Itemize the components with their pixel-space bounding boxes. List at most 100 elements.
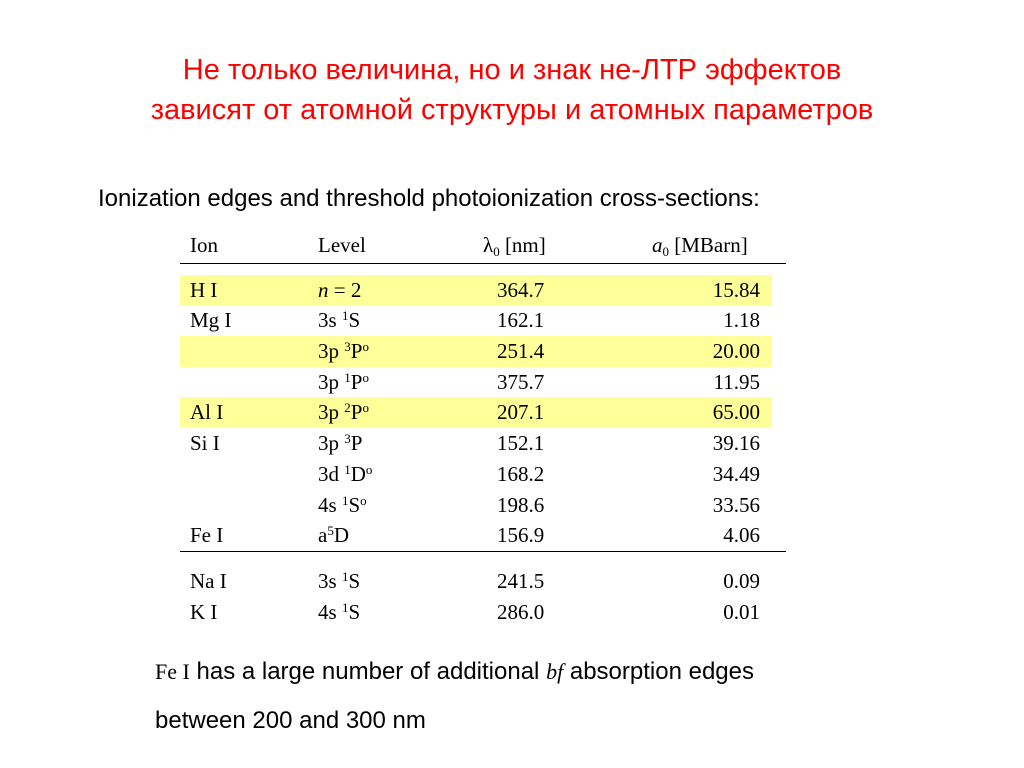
cell-ion: Fe I bbox=[190, 523, 224, 547]
level-post: D bbox=[350, 462, 366, 486]
table-row: Si I 3p 3P 152.1 39.16 bbox=[180, 428, 772, 459]
cell-lambda: 162.1 bbox=[497, 308, 545, 332]
level-main: a bbox=[318, 523, 328, 547]
cell-level: n = 2 bbox=[318, 275, 361, 306]
group-separator-rule bbox=[180, 551, 786, 552]
cell-ion: Al I bbox=[190, 400, 224, 424]
lambda-subscript: 0 bbox=[493, 244, 500, 259]
level-post: D bbox=[333, 523, 349, 547]
level-main: 3p bbox=[318, 339, 345, 363]
cell-lambda: 251.4 bbox=[497, 339, 545, 363]
level-sup2: o bbox=[362, 370, 369, 385]
footnote-line-1: Fe I has a large number of additional bf… bbox=[155, 658, 754, 686]
cell-level: 3p 2Po bbox=[318, 397, 369, 428]
cell-lambda: 152.1 bbox=[497, 431, 545, 455]
cell-a0: 20.00 bbox=[712, 339, 760, 363]
level-main: 3s bbox=[318, 308, 342, 332]
a-subscript: 0 bbox=[662, 244, 670, 259]
cell-lambda: 286.0 bbox=[497, 600, 545, 624]
cell-level: 3p 3P bbox=[318, 428, 362, 459]
lambda-unit: [nm] bbox=[499, 233, 546, 257]
level-sup2: o bbox=[362, 339, 369, 354]
cell-level: a5D bbox=[318, 520, 349, 551]
level-sup2: o bbox=[360, 493, 367, 508]
cell-level: 3p 3Po bbox=[318, 336, 369, 367]
cell-a0: 65.00 bbox=[712, 400, 760, 424]
level-sup2: o bbox=[362, 400, 369, 415]
table-row: 4s 1So 198.6 33.56 bbox=[180, 490, 772, 521]
level-main: 3p bbox=[318, 431, 345, 455]
cell-a0: 33.56 bbox=[712, 493, 760, 517]
cell-ion: H I bbox=[190, 278, 218, 302]
table-row: 3d 1Do 168.2 34.49 bbox=[180, 459, 772, 490]
lambda-symbol: λ bbox=[483, 233, 494, 257]
cell-a0: 4.06 bbox=[723, 523, 760, 547]
footnote-fe: Fe I bbox=[155, 659, 190, 684]
level-main: 3s bbox=[318, 569, 342, 593]
level-post: S bbox=[348, 493, 361, 517]
level-sup: 5 bbox=[327, 523, 334, 538]
cell-lambda: 156.9 bbox=[497, 523, 545, 547]
a-unit: [MBarn] bbox=[669, 233, 748, 257]
level-sup: 1 bbox=[344, 462, 351, 477]
footnote-text-2: absorption edges bbox=[563, 658, 754, 685]
header-a0: a0 [MBarn] bbox=[652, 230, 748, 260]
level-sup: 2 bbox=[344, 400, 351, 415]
title-line-2: зависят от атомной структуры и атомных п… bbox=[150, 94, 874, 126]
level-post: P bbox=[350, 400, 363, 424]
level-sup: 1 bbox=[344, 370, 351, 385]
header-lambda: λ0 [nm] bbox=[483, 230, 546, 260]
header-level: Level bbox=[318, 233, 366, 257]
a-symbol: a bbox=[652, 233, 663, 257]
level-post: P bbox=[350, 431, 363, 455]
cell-lambda: 375.7 bbox=[497, 370, 545, 394]
cell-lambda: 168.2 bbox=[497, 462, 545, 486]
cell-ion: Na I bbox=[190, 569, 227, 593]
cell-level: 4s 1S bbox=[318, 597, 360, 628]
level-sup: 1 bbox=[341, 308, 349, 323]
header-ion: Ion bbox=[190, 233, 218, 257]
level-post: P bbox=[350, 370, 363, 394]
title-line-1: Не только величина, но и знак не-ЛТР эфф… bbox=[182, 54, 842, 86]
level-main: = 2 bbox=[328, 278, 362, 302]
cell-level: 3s 1S bbox=[318, 305, 360, 336]
level-sup: 1 bbox=[341, 600, 349, 615]
table-row: Mg I 3s 1S 162.1 1.18 bbox=[180, 305, 772, 336]
level-sup: 1 bbox=[341, 493, 349, 508]
table-row: 3p 3Po 251.4 20.00 bbox=[180, 336, 772, 367]
cell-a0: 0.09 bbox=[723, 569, 760, 593]
table-row: Na I 3s 1S 241.5 0.09 bbox=[180, 566, 772, 597]
cell-level: 3d 1Do bbox=[318, 459, 372, 490]
footnote-text-1: has a large number of additional bbox=[189, 658, 547, 685]
level-pre: n bbox=[318, 278, 329, 302]
level-sup: 1 bbox=[341, 569, 349, 584]
cell-a0: 39.16 bbox=[712, 431, 760, 455]
cell-a0: 11.95 bbox=[713, 370, 760, 394]
table-row: 3p 1Po 375.7 11.95 bbox=[180, 367, 772, 398]
level-post: S bbox=[348, 308, 361, 332]
cell-ion: Mg I bbox=[190, 308, 232, 332]
cell-level: 3p 1Po bbox=[318, 367, 369, 398]
cell-level: 3s 1S bbox=[318, 566, 360, 597]
cell-ion: Si I bbox=[190, 431, 220, 455]
cell-lambda: 207.1 bbox=[497, 400, 545, 424]
cell-lambda: 198.6 bbox=[497, 493, 545, 517]
level-post: P bbox=[350, 339, 363, 363]
level-main: 4s bbox=[318, 493, 342, 517]
cell-lambda: 364.7 bbox=[497, 278, 545, 302]
cell-a0: 15.84 bbox=[712, 278, 760, 302]
table-caption: Ionization edges and threshold photoioni… bbox=[98, 185, 760, 212]
cell-lambda: 241.5 bbox=[497, 569, 545, 593]
cell-a0: 0.01 bbox=[723, 600, 760, 624]
cell-ion: K I bbox=[190, 600, 218, 624]
cell-level: 4s 1So bbox=[318, 490, 367, 521]
footnote-line-2: between 200 and 300 nm bbox=[155, 707, 426, 734]
header-rule bbox=[180, 263, 786, 264]
level-post: S bbox=[348, 569, 361, 593]
level-sup: 3 bbox=[344, 339, 351, 354]
footnote-bf: bf bbox=[546, 659, 564, 684]
table-row: Al I 3p 2Po 207.1 65.00 bbox=[180, 397, 772, 428]
level-main: 3p bbox=[318, 400, 345, 424]
table-row: K I 4s 1S 286.0 0.01 bbox=[180, 597, 772, 628]
level-post: S bbox=[348, 600, 361, 624]
